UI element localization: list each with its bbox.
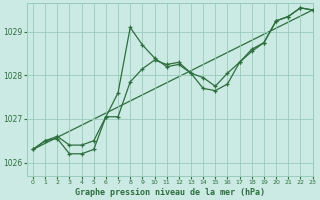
- X-axis label: Graphe pression niveau de la mer (hPa): Graphe pression niveau de la mer (hPa): [75, 188, 265, 197]
